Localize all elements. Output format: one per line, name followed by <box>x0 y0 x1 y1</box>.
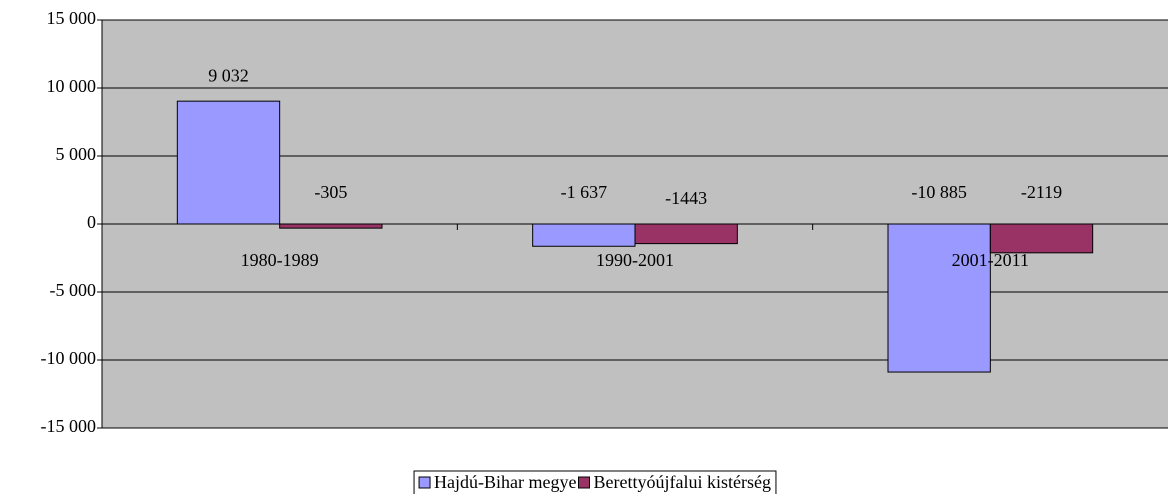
legend-label: Berettyóújfalui kistérség <box>594 472 771 492</box>
bar <box>887 223 991 373</box>
legend-label: Hajdú-Bihar megye <box>434 472 576 492</box>
y-tick-label: 15 000 <box>47 8 97 28</box>
y-tick-label: -10 000 <box>41 348 97 368</box>
y-tick-label: -5 000 <box>50 280 97 300</box>
y-tick-label: -15 000 <box>41 416 97 436</box>
value-label: -305 <box>314 182 347 202</box>
bar <box>279 223 383 229</box>
y-tick-label: 5 000 <box>56 144 97 164</box>
value-label: -2119 <box>1021 182 1062 202</box>
legend-frame <box>413 470 777 494</box>
value-label: 9 032 <box>208 65 249 85</box>
x-tick-label: 1980-1989 <box>241 250 319 270</box>
y-tick-label: 0 <box>87 212 96 232</box>
bar <box>989 223 1094 254</box>
legend: Hajdú-Bihar megye Berettyóújfalui kistérs… <box>413 470 777 494</box>
value-label: -1 637 <box>561 182 608 202</box>
x-tick-label: 1990-2001 <box>596 250 674 270</box>
value-label: -10 885 <box>911 182 967 202</box>
legend-swatch <box>418 476 431 489</box>
y-tick-label: 10 000 <box>47 76 97 96</box>
value-label: -1443 <box>665 188 707 208</box>
x-tick-label: 2001-2011 <box>952 250 1029 270</box>
bar <box>532 223 636 247</box>
legend-swatch <box>578 476 590 489</box>
bar <box>176 100 281 225</box>
bar <box>634 223 738 245</box>
